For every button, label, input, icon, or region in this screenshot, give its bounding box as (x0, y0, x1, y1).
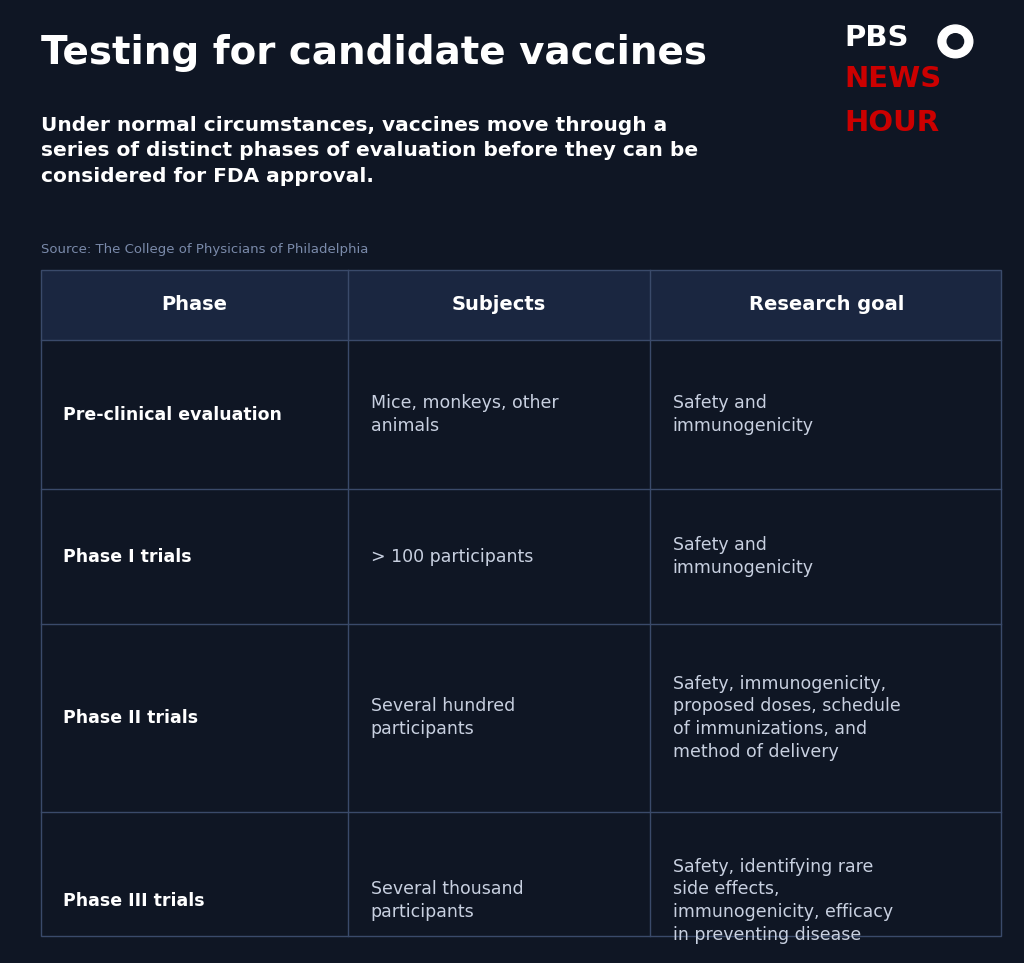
Text: HOUR: HOUR (845, 109, 940, 137)
Text: NEWS: NEWS (845, 65, 942, 93)
Text: Safety and
immunogenicity: Safety and immunogenicity (673, 394, 814, 435)
Text: Several thousand
participants: Several thousand participants (371, 880, 523, 922)
Text: Safety and
immunogenicity: Safety and immunogenicity (673, 536, 814, 577)
Text: > 100 participants: > 100 participants (371, 548, 534, 565)
Text: Source: The College of Physicians of Philadelphia: Source: The College of Physicians of Phi… (41, 243, 369, 255)
Text: Subjects: Subjects (452, 296, 547, 314)
Bar (41, 270, 1001, 936)
Text: Pre-clinical evaluation: Pre-clinical evaluation (63, 405, 283, 424)
Text: Phase III trials: Phase III trials (63, 892, 205, 910)
Text: Testing for candidate vaccines: Testing for candidate vaccines (41, 34, 707, 71)
Text: Safety, identifying rare
side effects,
immunogenicity, efficacy
in preventing di: Safety, identifying rare side effects, i… (673, 857, 893, 945)
Text: Under normal circumstances, vaccines move through a
series of distinct phases of: Under normal circumstances, vaccines mov… (41, 116, 698, 186)
Text: Mice, monkeys, other
animals: Mice, monkeys, other animals (371, 394, 558, 435)
Circle shape (947, 34, 964, 49)
Text: Safety, immunogenicity,
proposed doses, schedule
of immunizations, and
method of: Safety, immunogenicity, proposed doses, … (673, 674, 900, 762)
Text: PBS: PBS (845, 24, 909, 52)
Text: Phase I trials: Phase I trials (63, 548, 193, 565)
Bar (41, 270, 1001, 340)
Text: Research goal: Research goal (750, 296, 904, 314)
Text: Several hundred
participants: Several hundred participants (371, 697, 515, 739)
Text: Phase II trials: Phase II trials (63, 709, 199, 727)
Text: Phase: Phase (162, 296, 227, 314)
Circle shape (938, 25, 973, 58)
